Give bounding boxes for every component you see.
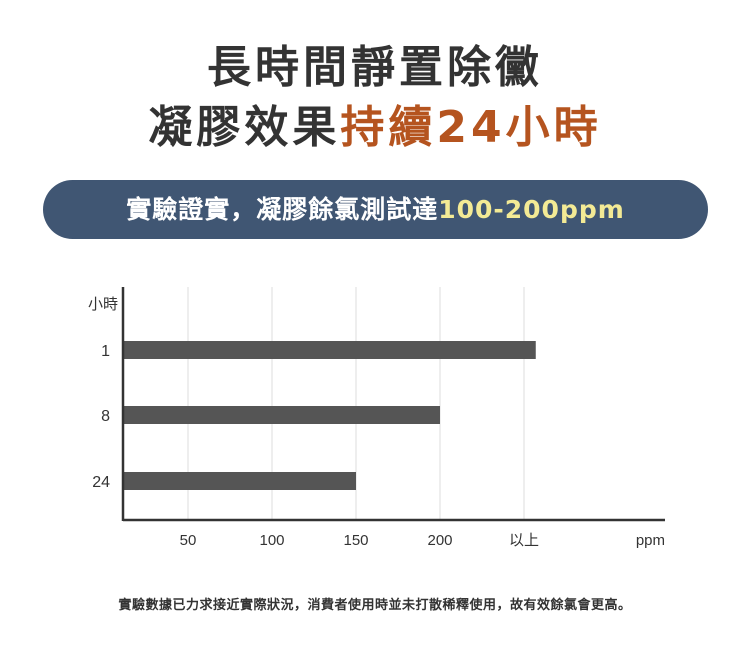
bar-1 xyxy=(123,341,536,359)
banner-highlight: 100-200ppm xyxy=(438,195,625,224)
y-category-label: 1 xyxy=(101,343,110,360)
y-category-label: 8 xyxy=(101,408,110,425)
x-tick-label: 200 xyxy=(427,532,452,549)
y-category-label: 24 xyxy=(92,474,110,491)
x-axis-label: ppm xyxy=(636,532,665,549)
headline-prefix: 凝膠效果 xyxy=(148,102,341,153)
x-tick-label: 100 xyxy=(259,532,284,549)
banner: 實驗證實，凝膠餘氯測試達100-200ppm xyxy=(43,180,708,239)
x-tick-label: 50 xyxy=(180,532,197,549)
y-axis-label: 小時 xyxy=(88,295,118,313)
headline-line-1: 長時間靜置除黴 xyxy=(207,42,543,93)
x-tick-label: 150 xyxy=(343,532,368,549)
bar-8 xyxy=(123,406,440,424)
footnote: 實驗數據已力求接近實際狀況，消費者使用時並未打散稀釋使用，故有效餘氯會更高。 xyxy=(118,598,632,613)
banner-text: 實驗證實，凝膠餘氯測試達 xyxy=(126,195,439,224)
x-tick-label: 以上 xyxy=(509,532,539,549)
bar-24 xyxy=(123,472,356,490)
headline-line-2: 凝膠效果持續24小時 xyxy=(0,100,750,156)
headline-highlight: 持續24小時 xyxy=(340,102,602,153)
